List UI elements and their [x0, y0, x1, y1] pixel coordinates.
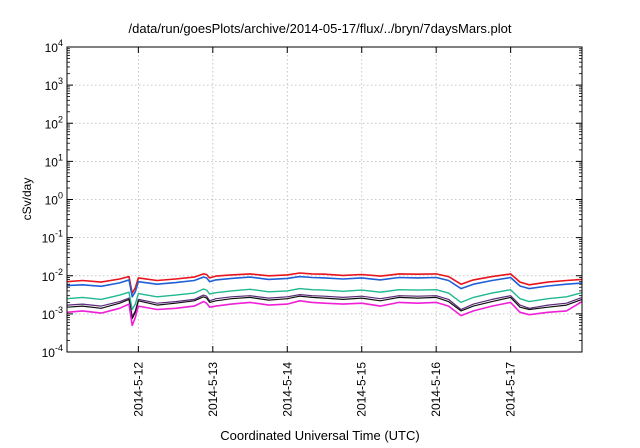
y-tick-label: 10-2 — [42, 267, 63, 284]
series-line-6 — [66, 299, 583, 327]
series-line-3 — [66, 287, 583, 311]
y-tick-label: 100 — [45, 191, 63, 208]
series-line-2 — [66, 275, 583, 298]
chart-title: /data/run/goesPlots/archive/2014-05-17/f… — [128, 21, 512, 36]
series-line-1 — [66, 272, 583, 294]
y-tick-label: 103 — [45, 76, 63, 93]
x-tick-label: 2014-5-13 — [206, 362, 220, 417]
x-tick-label: 2014-5-15 — [355, 362, 369, 417]
y-tick-label: 101 — [45, 152, 63, 169]
x-axis-label: Coordinated Universal Time (UTC) — [220, 428, 420, 443]
x-tick-label: 2014-5-16 — [429, 362, 443, 417]
y-tick-label: 104 — [45, 38, 63, 55]
series-line-5 — [66, 295, 583, 320]
x-tick-label: 2014-5-14 — [280, 362, 294, 417]
x-tick-label: 2014-5-17 — [504, 362, 518, 417]
plot-frame — [66, 46, 583, 353]
y-tick-label: 102 — [45, 114, 63, 131]
y-tick-label: 10-3 — [42, 305, 63, 322]
x-tick-label: 2014-5-12 — [131, 362, 145, 417]
y-tick-label: 10-1 — [42, 229, 63, 246]
y-tick-label: 10-4 — [42, 343, 63, 360]
